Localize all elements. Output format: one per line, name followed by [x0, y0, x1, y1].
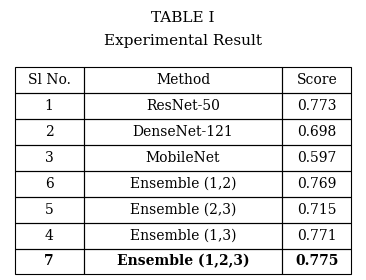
- Text: Experimental Result: Experimental Result: [104, 34, 262, 48]
- Text: Ensemble (2,3): Ensemble (2,3): [130, 203, 236, 217]
- Text: 0.773: 0.773: [297, 99, 337, 113]
- Text: 0.597: 0.597: [297, 151, 337, 165]
- Text: Ensemble (1,2): Ensemble (1,2): [130, 177, 236, 191]
- Text: 0.775: 0.775: [295, 255, 339, 269]
- Text: 7: 7: [44, 255, 54, 269]
- Text: Ensemble (1,2,3): Ensemble (1,2,3): [117, 254, 249, 269]
- Text: Sl No.: Sl No.: [28, 73, 71, 87]
- Text: Ensemble (1,3): Ensemble (1,3): [130, 228, 236, 242]
- Text: ResNet-50: ResNet-50: [146, 99, 220, 113]
- Text: 0.771: 0.771: [297, 228, 337, 242]
- Text: 1: 1: [45, 99, 53, 113]
- Text: DenseNet-121: DenseNet-121: [132, 125, 234, 139]
- Text: 3: 3: [45, 151, 53, 165]
- Text: 0.769: 0.769: [297, 177, 337, 191]
- Text: TABLE I: TABLE I: [151, 11, 215, 25]
- Text: 4: 4: [45, 228, 53, 242]
- Text: Method: Method: [156, 73, 210, 87]
- Text: 0.715: 0.715: [297, 203, 337, 217]
- Text: Score: Score: [296, 73, 337, 87]
- Text: 6: 6: [45, 177, 53, 191]
- Text: 2: 2: [45, 125, 53, 139]
- Text: 0.698: 0.698: [297, 125, 337, 139]
- Text: MobileNet: MobileNet: [146, 151, 220, 165]
- Text: 5: 5: [45, 203, 53, 217]
